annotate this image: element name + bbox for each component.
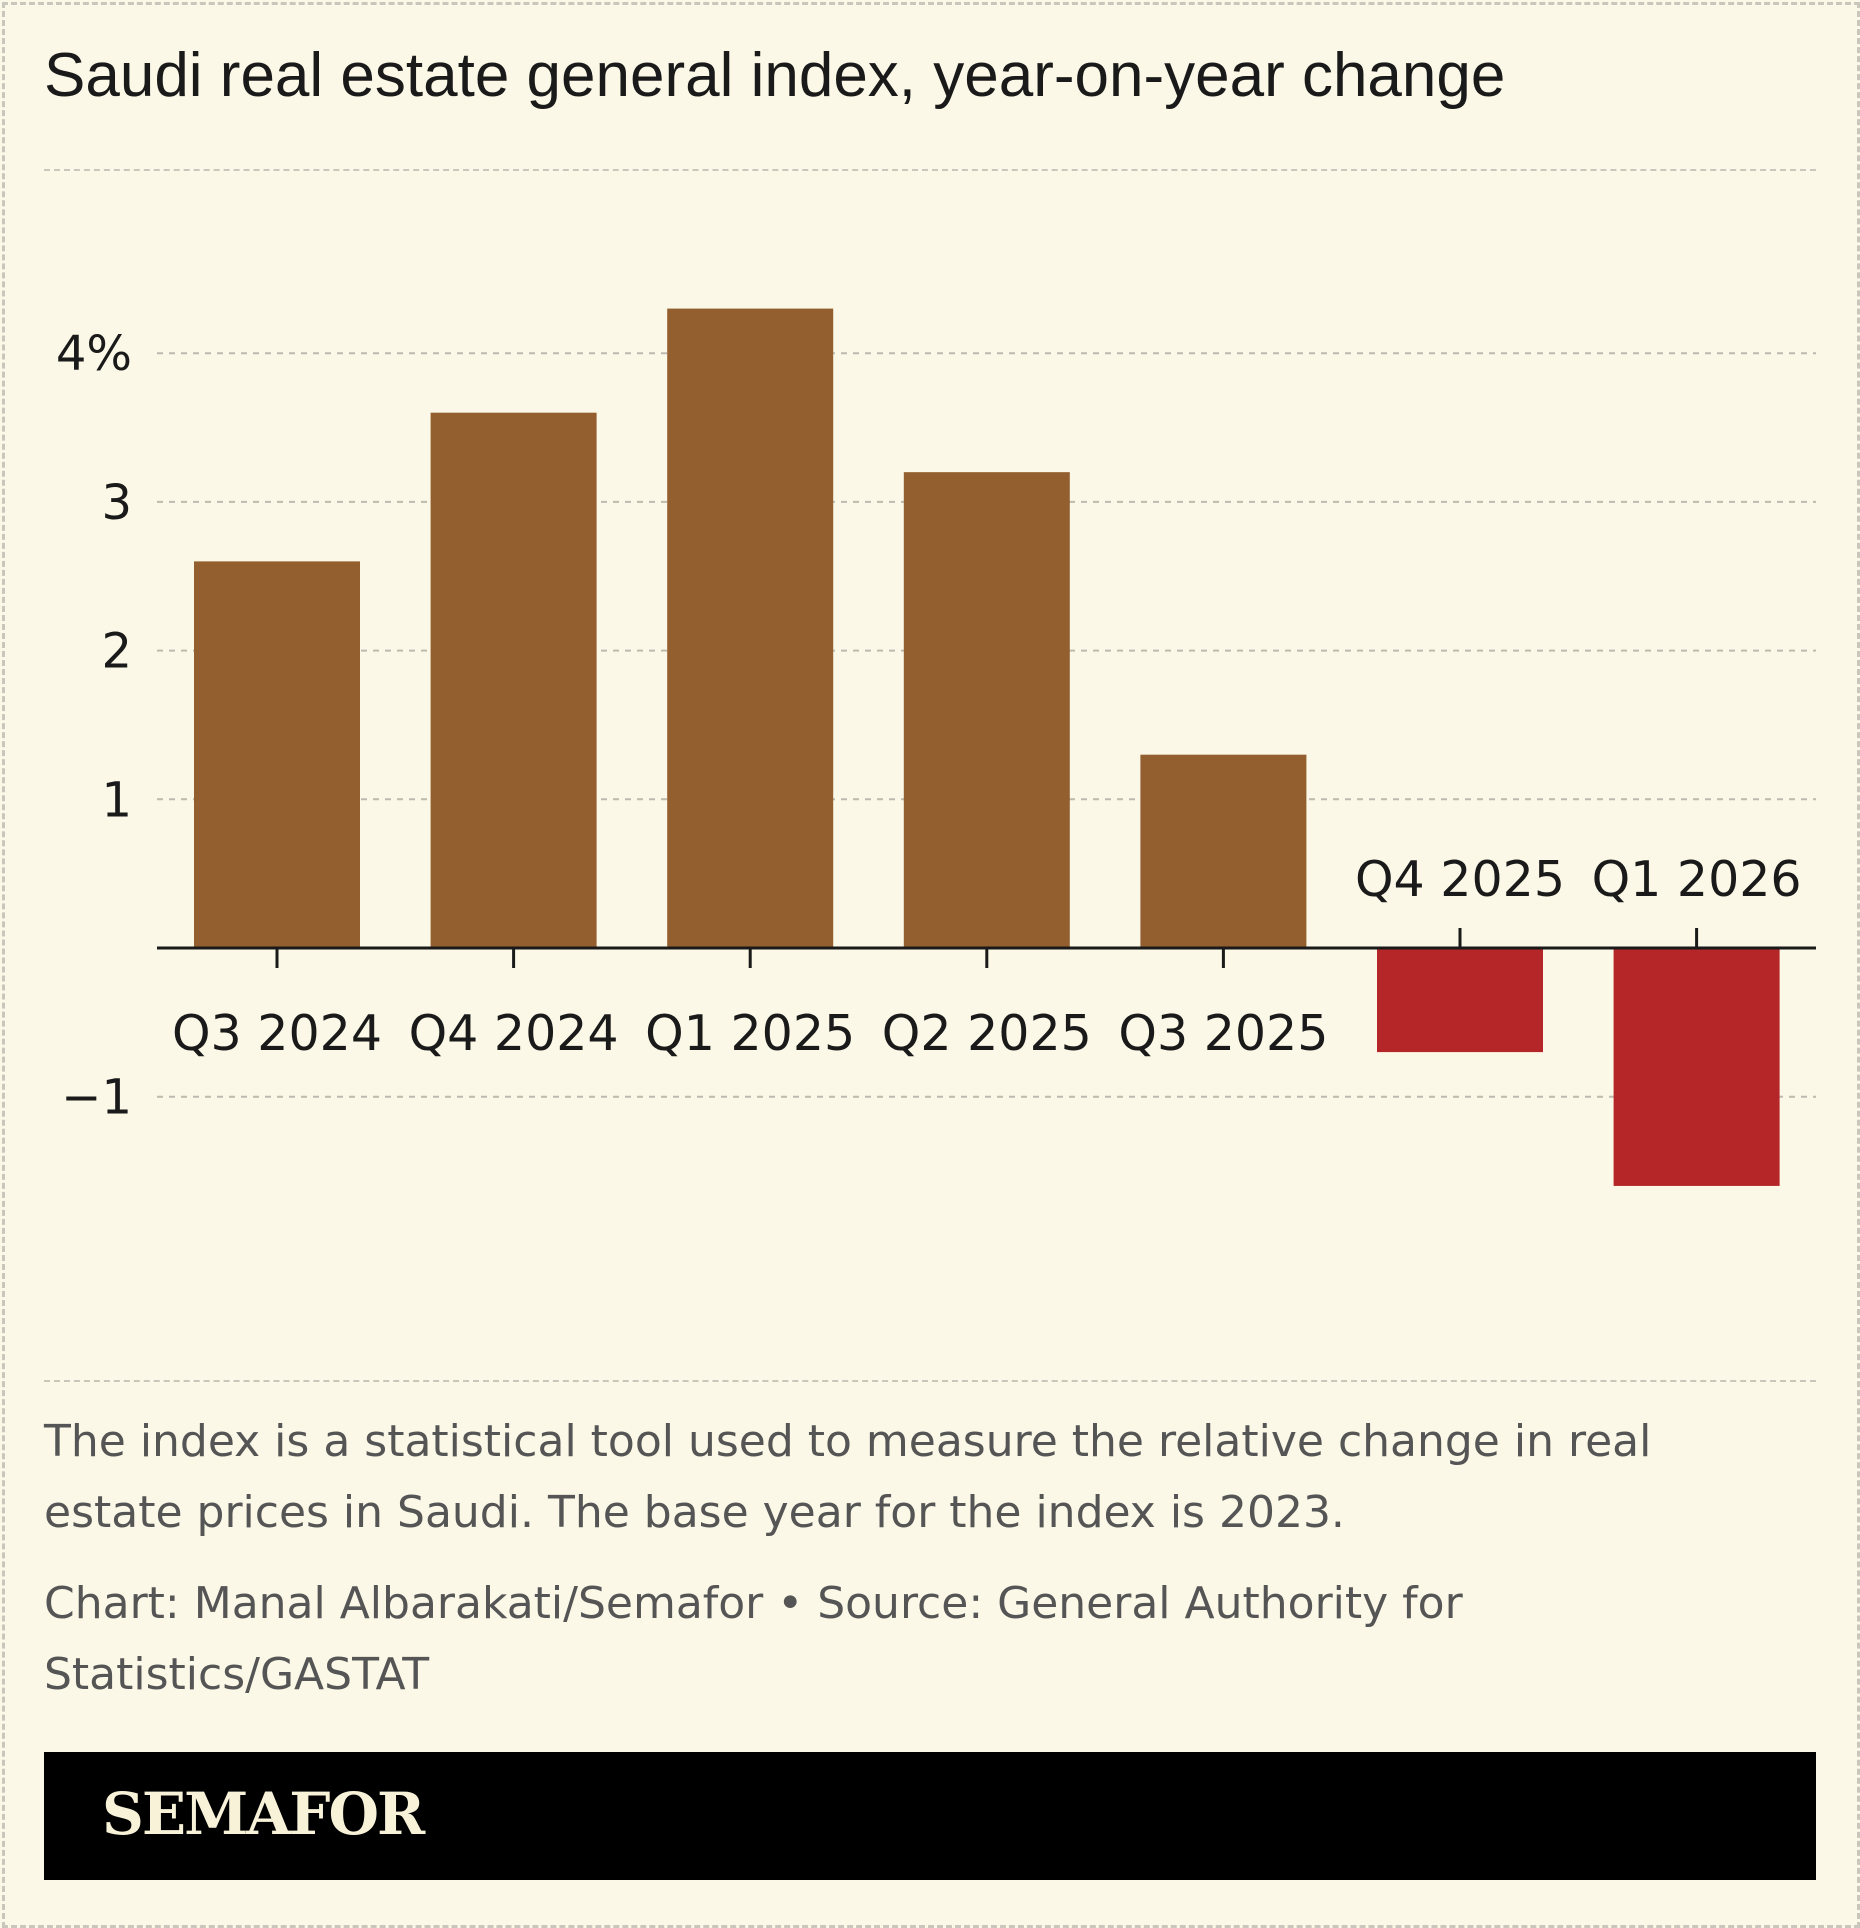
bottom-divider	[44, 1380, 1816, 1382]
bar	[667, 308, 834, 949]
x-tick-label: Q1 2025	[645, 1005, 855, 1062]
x-tick-label: Q1 2026	[1592, 851, 1802, 908]
bar	[1140, 754, 1307, 948]
semafor-logo: SEMAFOR	[102, 1780, 425, 1848]
x-tick-label: Q4 2025	[1355, 851, 1565, 908]
y-tick-label: −1	[61, 1070, 132, 1126]
x-tick-label: Q3 2024	[172, 1005, 382, 1062]
chart-note: The index is a statistical tool used to …	[44, 1416, 1652, 1538]
x-tick-label: Q3 2025	[1118, 1005, 1328, 1062]
bar	[194, 561, 360, 948]
bar-chart: −1 1 2 3 4% Q3 2024 Q4 2024 Q1 2025 Q2 2025 Q3 20…	[56, 308, 1816, 1186]
chart-credit: Chart: Manal Albarakati/Semafor • Source…	[44, 1578, 1463, 1700]
bar	[1377, 948, 1543, 1053]
y-tick-label: 2	[101, 624, 132, 680]
top-divider	[44, 169, 1816, 171]
bar	[1613, 948, 1780, 1186]
x-tick-label: Q2 2025	[882, 1005, 1092, 1062]
y-tick-label: 1	[101, 772, 132, 828]
bar	[903, 472, 1070, 948]
y-tick-label: 3	[101, 475, 132, 531]
chart-title: Saudi real estate general index, year-on…	[44, 41, 1506, 110]
y-tick-label: 4%	[56, 326, 132, 382]
bar	[430, 412, 597, 948]
footer-bar: SEMAFOR	[44, 1752, 1816, 1880]
x-tick-label: Q4 2024	[409, 1005, 619, 1062]
